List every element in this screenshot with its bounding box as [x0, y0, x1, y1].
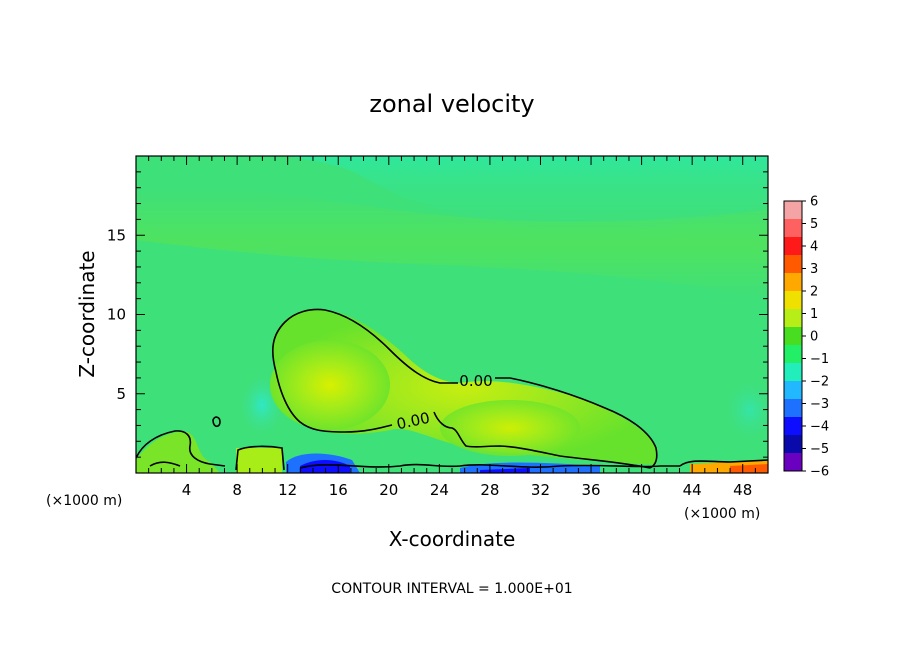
colorbar-swatch [784, 255, 802, 274]
field-upper-band [136, 187, 768, 300]
contour-line-surface-mid [235, 445, 285, 471]
x-unit-left: (×1000 m) [46, 493, 122, 509]
colorbar-label: 5 [810, 217, 818, 232]
colorbar-swatch [784, 453, 802, 472]
x-tick-label: 4 [182, 481, 192, 499]
colorbar-label: 4 [810, 240, 818, 255]
colorbar: 6 5 4 3 2 1 0 −1 −2 −3 −4 −5 −6 [783, 195, 829, 480]
contour-line-main [271, 308, 658, 469]
colorbar-swatch [784, 273, 802, 292]
contour-line-surface-left [136, 430, 226, 467]
colorbar-swatch [784, 219, 802, 238]
colorbar-swatch [784, 363, 802, 382]
y-tick-label: 15 [107, 226, 126, 244]
colorbar-swatch [784, 345, 802, 364]
colorbar-swatch [784, 381, 802, 400]
contour-line-inner [275, 371, 651, 469]
y-tick-label: 5 [116, 385, 126, 403]
colorbar-label: 6 [810, 195, 818, 210]
colorbar-label: 1 [810, 307, 818, 322]
x-tick-label: 24 [430, 481, 449, 499]
field-surface-right-orange [730, 464, 768, 473]
contour-line-right [679, 459, 768, 467]
colorbar-swatch [784, 237, 802, 256]
contour-line-left-low [149, 461, 181, 467]
colorbar-label: 3 [810, 262, 818, 277]
colorbar-label: 0 [810, 330, 818, 345]
colorbar-swatch [784, 417, 802, 436]
contour-lines [136, 308, 768, 471]
colorbar-swatch [784, 309, 802, 328]
colorbar-label: −6 [810, 465, 829, 480]
y-axis: 5 10 15 [107, 171, 768, 458]
x-tick-label: 44 [683, 481, 702, 499]
x-tick-label: 16 [329, 481, 348, 499]
y-axis-label: Z-coordinate [75, 250, 99, 377]
x-tick-label: 20 [379, 481, 398, 499]
field-core-left [270, 340, 390, 430]
colorbar-label: −3 [810, 397, 829, 412]
colorbar-label: −2 [810, 375, 829, 390]
colorbar-swatch [784, 435, 802, 454]
colorbar-label: −5 [810, 442, 829, 457]
x-axis: 4 8 12 16 20 24 28 32 36 40 44 48 [148, 156, 756, 499]
colorbar-swatch [784, 327, 802, 346]
field-surface-mid [236, 448, 282, 473]
x-tick-label: 36 [581, 481, 600, 499]
colorbar-label: −1 [810, 352, 829, 367]
x-tick-label: 12 [278, 481, 297, 499]
x-unit-right: (×1000 m) [684, 506, 760, 522]
chart-title: zonal velocity [369, 90, 534, 118]
x-axis-label: X-coordinate [389, 527, 516, 551]
colorbar-swatch [784, 399, 802, 418]
x-tick-label: 8 [232, 481, 242, 499]
colorbar-swatch [784, 201, 802, 220]
colorbar-swatch [784, 291, 802, 310]
x-tick-label: 28 [480, 481, 499, 499]
x-tick-label: 40 [632, 481, 651, 499]
x-tick-label: 32 [531, 481, 550, 499]
heatmap-field [136, 156, 768, 473]
colorbar-label: −4 [810, 420, 829, 435]
contour-interval-note: CONTOUR INTERVAL = 1.000E+01 [331, 581, 572, 597]
y-tick-label: 10 [107, 306, 126, 324]
contour-line-base [299, 463, 680, 469]
field-core-right [440, 400, 580, 456]
colorbar-label: 2 [810, 285, 818, 300]
field-surface-blue-4 [480, 468, 530, 473]
contour-label-upper: 0.00 [459, 372, 492, 390]
field-cyan-patch-right [725, 380, 768, 440]
field-top-cyan-band [290, 156, 768, 231]
x-tick-label: 48 [733, 481, 752, 499]
contour-line-bump [212, 416, 221, 428]
